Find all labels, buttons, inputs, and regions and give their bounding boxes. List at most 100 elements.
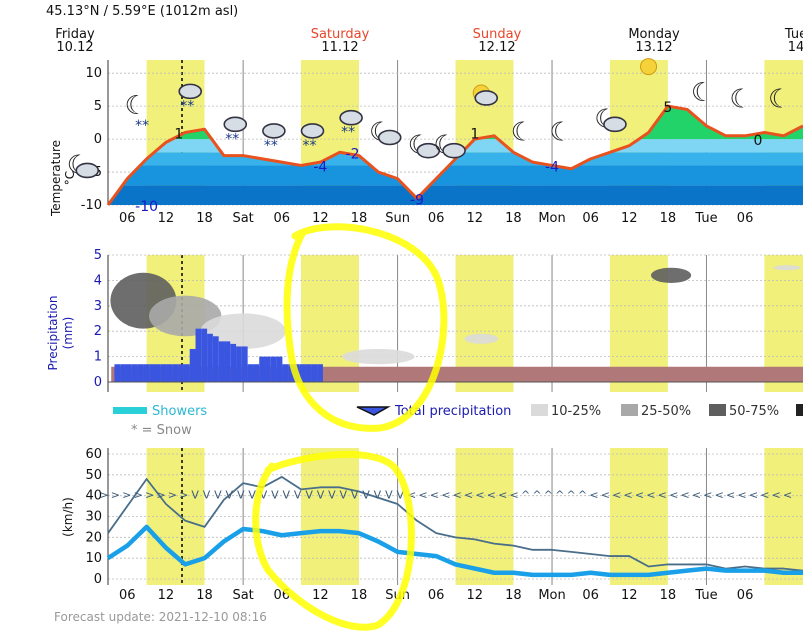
temp-ylabel: Temperature	[49, 140, 63, 217]
moon-icon: ☾	[549, 118, 572, 148]
x-tick-label: 06	[737, 211, 754, 226]
y-tick-label: 5	[94, 248, 102, 263]
x-tick-label: 06	[428, 211, 445, 226]
wind-direction-arrow: ^	[567, 489, 576, 502]
wind-direction-arrow: >	[156, 489, 165, 502]
y-tick-label: -10	[81, 198, 102, 213]
wind-direction-arrow: V	[305, 489, 313, 502]
snowflake-icon: **	[225, 131, 239, 147]
day-date: 10.12	[56, 40, 93, 55]
moon-icon: ☾	[511, 118, 534, 148]
total-label: Total precipitation	[394, 404, 511, 419]
precip-bar	[259, 356, 266, 382]
moon-icon: ☾	[729, 85, 752, 115]
day-date: 13.12	[635, 40, 672, 55]
x-tick-label: Sun	[385, 211, 410, 226]
wind-direction-arrow: <	[453, 489, 462, 502]
x-tick-label: 06	[582, 588, 599, 603]
x-tick-label: 12	[158, 211, 175, 226]
precip-bar	[201, 328, 208, 382]
cloud-snow-icon: **	[223, 116, 248, 147]
precip-bar	[189, 348, 196, 382]
wind-direction-arrow: V	[294, 489, 302, 502]
x-tick-label: 12	[312, 211, 329, 226]
precip-bar	[265, 356, 271, 382]
x-tick-label: Sat	[232, 588, 253, 603]
wind-direction-arrow: V	[328, 489, 336, 502]
wind-direction-arrow: <	[441, 489, 450, 502]
sun-icon	[640, 58, 658, 76]
x-tick-label: 06	[582, 211, 599, 226]
highlight-annotations	[252, 223, 448, 631]
wind-direction-arrow: <	[601, 489, 610, 502]
x-tick-label: 18	[196, 588, 213, 603]
wind-direction-arrow: <	[430, 489, 439, 502]
day-name: Tue	[784, 27, 803, 42]
x-tick-label: 18	[351, 211, 368, 226]
temp-label: -2	[346, 146, 360, 162]
wind-direction-arrow: ^	[544, 489, 553, 502]
moon-icon: ☾	[691, 78, 714, 108]
x-tick-label: 12	[467, 588, 484, 603]
wind-direction-arrow: V	[385, 489, 393, 502]
cloud-icon	[262, 123, 286, 139]
temperature-panel: 1050-5-10-101-4-2-91-450☾☾************☾☾…	[67, 58, 803, 226]
day-name: Monday	[628, 27, 680, 42]
day-date: 14	[788, 40, 803, 55]
cloud-icon	[442, 142, 466, 159]
wind-direction-arrow: >	[99, 489, 108, 502]
location-coords: 45.13°N / 5.59°E (1012m asl)	[46, 4, 238, 19]
wind-direction-arrow: ^	[555, 489, 564, 502]
y-tick-label: 10	[85, 551, 102, 566]
day-date: 11.12	[321, 40, 358, 55]
bin-swatch	[531, 404, 548, 416]
uncertainty-blob	[464, 333, 499, 344]
wind-direction-arrow: V	[248, 489, 256, 502]
showers-label: Showers	[152, 404, 207, 419]
precip-bar	[120, 364, 127, 382]
bin-label: 10-25%	[551, 404, 601, 419]
x-tick-label: 18	[660, 211, 677, 226]
uncertainty-blob	[342, 348, 415, 365]
moon-cloud-icon: ☾	[67, 150, 100, 180]
wind-direction-arrow: V	[317, 489, 325, 502]
wind-direction-arrow: <	[407, 489, 416, 502]
y-tick-label: 3	[94, 299, 102, 314]
wind-direction-arrow: >	[179, 489, 188, 502]
temp-ylabel-unit: °C	[63, 171, 77, 185]
moon-icon: ☾	[691, 78, 714, 108]
wind-line-average	[106, 524, 803, 578]
wind-direction-arrow: <	[715, 489, 724, 502]
cloud-snow-icon: **	[339, 109, 363, 141]
precip-bar	[288, 364, 294, 382]
wind-direction-arrow: <	[510, 489, 519, 502]
wind-direction-arrow: V	[226, 489, 234, 502]
wind-direction-arrow: V	[260, 489, 268, 502]
bin-label: 25-50%	[641, 404, 691, 419]
wind-direction-arrow: <	[635, 489, 644, 502]
x-tick-label: 12	[467, 211, 484, 226]
wind-direction-arrow: <	[646, 489, 655, 502]
wind-direction-arrow: <	[726, 489, 735, 502]
day-date: 12.12	[478, 40, 515, 55]
precip-bar	[253, 364, 260, 382]
cloud-icon	[178, 83, 203, 100]
temp-label: 1	[470, 127, 479, 143]
moon-cloud-icon: ☾	[408, 131, 441, 161]
moon-icon: ☾	[768, 85, 791, 115]
y-tick-label: 1	[94, 350, 102, 365]
y-tick-label: 40	[85, 489, 102, 504]
wind-direction-arrow: <	[623, 489, 632, 502]
moon-snow-icon: ☾**	[125, 91, 150, 134]
x-tick-label: 06	[119, 588, 136, 603]
cloud-icon	[223, 116, 248, 133]
precip-bar	[207, 333, 213, 382]
y-tick-label: 30	[85, 510, 102, 525]
temp-layer	[108, 185, 803, 205]
wind-direction-arrow: V	[203, 489, 211, 502]
cloud-snow-icon: **	[178, 83, 203, 114]
snowflake-icon: **	[302, 138, 316, 154]
